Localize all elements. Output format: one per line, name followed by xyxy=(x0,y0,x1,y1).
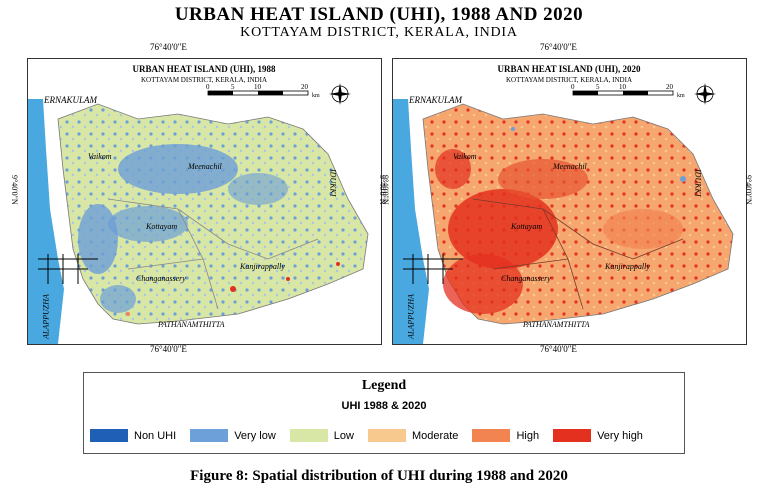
compass-icon xyxy=(329,83,351,105)
map2-subtitle: KOTTAYAM DISTRICT, KERALA, INDIA xyxy=(506,76,632,84)
hotspot-cluster xyxy=(435,149,471,189)
lake-water xyxy=(393,99,429,344)
lake-water xyxy=(28,99,64,344)
cluster xyxy=(118,144,238,194)
legend-title: Legend xyxy=(361,378,407,393)
label-pathanamthitta: PATHANAMTHITTA xyxy=(157,320,225,329)
map-2020-svg: 0 5 10 20 km URBAN HEAT ISLAND (UHI), 20… xyxy=(393,64,734,344)
map1-coord-side-right: 9°40'0"N xyxy=(378,175,387,205)
legend-label: Non UHI xyxy=(134,429,177,442)
legend-item-high: High xyxy=(472,429,539,442)
legend-item-low: Low xyxy=(289,429,354,442)
label-alappuzha: ALAPPUZHA xyxy=(407,294,416,340)
label-idukki: IDUKKI xyxy=(329,168,338,197)
cool-spot xyxy=(511,127,515,131)
legend-swatch xyxy=(190,429,229,442)
map2-coord-top: 76°40'0"E xyxy=(540,42,577,52)
cool-spot xyxy=(680,176,686,182)
legend-swatch xyxy=(472,429,511,442)
taluk-boundaries xyxy=(107,198,319,310)
map1-coord-bottom: 76°40'0"E xyxy=(150,344,187,354)
hotspot-cluster xyxy=(603,209,683,249)
map1-coord-side: 9°40'0"N xyxy=(10,175,19,205)
map2-coord-bottom: 76°40'0"E xyxy=(540,344,577,354)
legend-item-non-uhi: Non UHI xyxy=(90,429,176,442)
map1-title: URBAN HEAT ISLAND (UHI), 1988 xyxy=(133,64,276,74)
label-vaikom: Vaikom xyxy=(453,152,477,161)
legend: Legend UHI 1988 & 2020 Non UHI Very low … xyxy=(83,372,685,454)
label-pathanamthitta: PATHANAMTHITTA xyxy=(522,320,590,329)
label-meenachil: Meenachil xyxy=(552,162,588,171)
compass-icon xyxy=(694,83,716,105)
taluk-boundaries xyxy=(472,198,684,310)
label-ernakulam: ERNAKULAM xyxy=(43,95,98,105)
legend-label: Very low xyxy=(234,429,276,442)
legend-swatch xyxy=(553,429,592,442)
label-kanjirappally: Kanjirappally xyxy=(604,262,650,271)
label-ernakulam: ERNAKULAM xyxy=(408,95,463,105)
cluster xyxy=(108,206,188,242)
map1-subtitle: KOTTAYAM DISTRICT, KERALA, INDIA xyxy=(141,76,267,84)
legend-item-very-high: Very high xyxy=(553,429,643,442)
legend-items: Non UHI Very low Low Moderate High Very … xyxy=(90,429,657,442)
hotspot-cluster xyxy=(448,189,558,269)
hotspot xyxy=(230,286,236,292)
road-grid xyxy=(38,254,98,284)
scale-bar xyxy=(572,90,674,96)
label-kottayam: Kottayam xyxy=(145,222,177,231)
label-vaikom: Vaikom xyxy=(88,152,112,161)
map2-coord-side-right: 9°40'0"N xyxy=(744,175,753,205)
legend-label: Moderate xyxy=(411,429,459,442)
scale-label: 5 xyxy=(231,83,235,91)
legend-label: High xyxy=(516,429,540,442)
legend-swatch xyxy=(90,429,128,442)
scale-label: 20 xyxy=(301,83,309,91)
map-1988: 0 5 10 20 km URBAN HEAT ISLAND (UHI), 19… xyxy=(27,58,382,345)
label-kottayam: Kottayam xyxy=(510,222,542,231)
legend-label: Very high xyxy=(597,429,643,442)
hotspot-cluster xyxy=(443,254,523,314)
legend-item-moderate: Moderate xyxy=(367,429,459,442)
scale-label: 10 xyxy=(619,83,627,91)
scale-unit: km xyxy=(677,93,685,99)
figure-caption: Figure 8: Spatial distribution of UHI du… xyxy=(190,468,568,484)
hotspot xyxy=(286,277,290,281)
map-2020: 0 5 10 20 km URBAN HEAT ISLAND (UHI), 20… xyxy=(392,58,747,345)
legend-item-very-low: Very low xyxy=(190,429,276,442)
label-alappuzha: ALAPPUZHA xyxy=(42,294,51,340)
map2-title: URBAN HEAT ISLAND (UHI), 2020 xyxy=(498,64,641,74)
cluster xyxy=(228,173,288,205)
scale-unit: km xyxy=(312,93,320,99)
scale-label: 10 xyxy=(254,83,262,91)
hotspot xyxy=(336,262,340,266)
main-subtitle: KOTTAYAM DISTRICT, KERALA, INDIA xyxy=(240,25,518,40)
label-changanassery: Changanassery xyxy=(501,274,551,283)
scale-label: 0 xyxy=(206,83,210,91)
label-kanjirappally: Kanjirappally xyxy=(239,262,285,271)
cluster xyxy=(100,285,136,313)
legend-swatch xyxy=(367,429,406,442)
hotspot-cluster xyxy=(498,159,588,199)
scale-bar xyxy=(207,90,309,96)
map-1988-svg: 0 5 10 20 km URBAN HEAT ISLAND (UHI), 19… xyxy=(28,64,369,344)
legend-label: Low xyxy=(333,429,354,442)
main-title: URBAN HEAT ISLAND (UHI), 1988 AND 2020 xyxy=(174,4,584,25)
scale-label: 20 xyxy=(666,83,674,91)
label-meenachil: Meenachil xyxy=(187,162,223,171)
map1-coord-top: 76°40'0"E xyxy=(150,42,187,52)
map2-coord-side: 9°40'0"N xyxy=(381,175,390,205)
scale-label: 0 xyxy=(571,83,575,91)
hotspot xyxy=(126,312,130,316)
legend-swatch xyxy=(289,429,328,442)
label-changanassery: Changanassery xyxy=(136,274,186,283)
cluster xyxy=(78,204,118,274)
road-grid xyxy=(403,254,463,284)
scale-label: 5 xyxy=(596,83,600,91)
legend-subtitle: UHI 1988 & 2020 xyxy=(341,400,427,412)
label-idukki: IDUKKI xyxy=(694,168,703,197)
